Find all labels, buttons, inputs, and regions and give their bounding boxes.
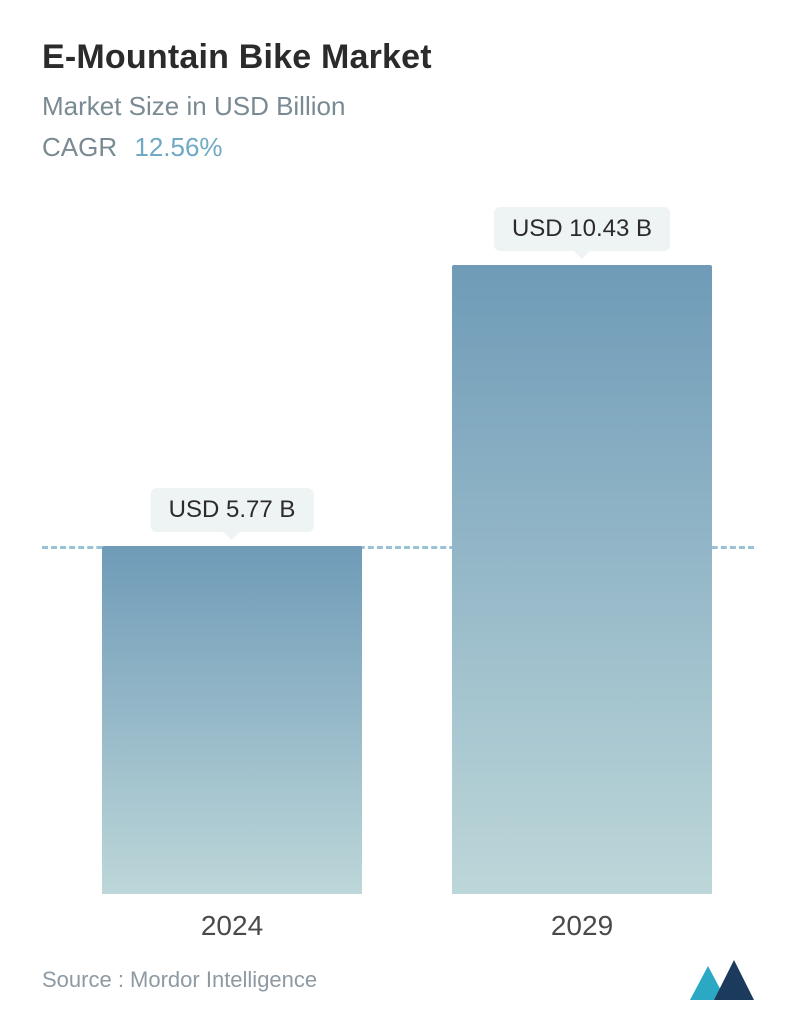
subtitle: Market Size in USD Billion [42,91,754,122]
source-text: Source : Mordor Intelligence [42,967,317,993]
brand-logo-icon [690,960,754,1000]
footer: Source : Mordor Intelligence [42,960,754,1000]
bar-chart: USD 5.77 B2024USD 10.43 B2029 [42,200,754,894]
page-title: E-Mountain Bike Market [42,38,754,77]
bar-2029 [452,265,712,894]
x-axis-label: 2024 [201,910,263,942]
cagr-label: CAGR [42,132,117,162]
cagr-row: CAGR 12.56% [42,132,754,163]
bar-value-label: USD 10.43 B [494,207,670,251]
x-axis-label: 2029 [551,910,613,942]
bar-2024 [102,546,362,894]
bar-value-label: USD 5.77 B [151,488,314,532]
cagr-value: 12.56% [134,132,222,162]
